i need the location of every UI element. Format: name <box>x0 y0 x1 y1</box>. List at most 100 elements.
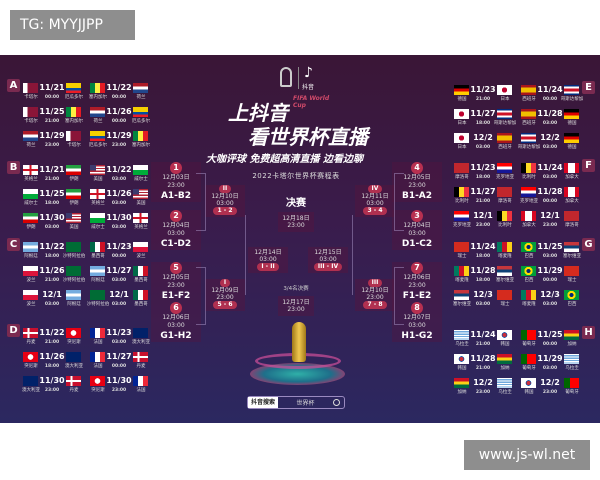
match-time: 03:00 <box>542 302 558 307</box>
match-card[interactable]: 11/27 法国 00:00 丹麦 <box>88 352 150 372</box>
match-card[interactable]: 11/30 突尼斯 23:00 法国 <box>88 376 150 396</box>
match-card[interactable]: 12/3 喀麦隆 03:00 巴西 <box>519 290 581 310</box>
eng-flag-icon <box>133 213 148 223</box>
match-date: 11/29 <box>106 131 132 140</box>
match-card[interactable]: 12/2 日本 03:00 西班牙 <box>452 133 514 153</box>
final-time: 23:00 <box>287 222 305 229</box>
team-name: 法国 <box>93 364 103 369</box>
match-time: 23:00 <box>44 388 60 393</box>
match-date: 11/27 <box>470 187 496 196</box>
match-card[interactable]: 12/2 加纳 23:00 乌拉圭 <box>452 378 514 398</box>
mex-flag-icon <box>133 266 148 276</box>
can-flag-icon <box>564 163 579 173</box>
quarterfinal-label: I <box>219 279 231 287</box>
team-name: 丹麦 <box>26 340 36 345</box>
match-pair: H1-G2 <box>401 331 433 341</box>
match-card[interactable]: 12/2 哥斯达黎加 03:00 德国 <box>518 133 581 153</box>
match-date: 12月04日 <box>403 222 431 229</box>
team-name: 美国 <box>136 201 146 206</box>
jpn-flag-icon <box>454 133 469 143</box>
match-date: 12月15日 <box>314 249 342 256</box>
match-card[interactable]: 11/26 荷兰 00:00 厄瓜多尔 <box>88 107 150 127</box>
match-card[interactable]: 11/22 美国 03:00 威尔士 <box>88 165 150 185</box>
match-card[interactable]: 11/28 喀麦隆 18:00 塞尔维亚 <box>452 266 514 286</box>
match-date: 11/28 <box>537 187 563 196</box>
match-date: 12/1 <box>473 211 493 220</box>
team-name: 德国 <box>457 97 467 102</box>
match-card[interactable]: 11/27 比利时 21:00 摩洛哥 <box>452 187 514 207</box>
match-card[interactable]: 11/26 英格兰 03:00 美国 <box>88 189 150 209</box>
match-date: 11/21 <box>39 83 65 92</box>
match-card[interactable]: 11/29 巴西 00:00 瑞士 <box>519 266 581 286</box>
team-name: 波兰 <box>136 254 146 259</box>
match-date: 11/21 <box>39 165 65 174</box>
world-cup-trophy-icon <box>292 322 306 362</box>
match-card[interactable]: 12/1 波兰 03:00 阿根廷 <box>21 290 83 310</box>
match-card[interactable]: 11/30 威尔士 03:00 英格兰 <box>88 213 150 233</box>
team-name: 摩洛哥 <box>565 223 579 228</box>
match-date: 12月06日 <box>162 314 190 321</box>
match-card[interactable]: 11/23 法国 03:00 澳大利亚 <box>88 328 150 348</box>
match-card[interactable]: 11/23 摩洛哥 18:00 克罗地亚 <box>452 163 514 183</box>
match-card[interactable]: 11/22 丹麦 21:00 突尼斯 <box>21 328 83 348</box>
match-card[interactable]: 11/28 韩国 21:00 加纳 <box>452 354 514 374</box>
match-card[interactable]: 11/28 西班牙 03:00 德国 <box>519 109 581 129</box>
match-pair: I - II <box>257 263 279 271</box>
match-card[interactable]: 11/30 伊朗 03:00 美国 <box>21 213 83 233</box>
third-place-time: 23:00 <box>287 306 305 313</box>
match-card[interactable]: 12/1 沙特阿拉伯 03:00 墨西哥 <box>87 290 150 310</box>
match-card[interactable]: 11/21 卡塔尔 00:00 厄瓜多尔 <box>21 83 83 103</box>
team-name: 哥斯达黎加 <box>493 121 517 126</box>
search-icon[interactable] <box>333 399 340 406</box>
match-card[interactable]: 12/2 韩国 23:00 葡萄牙 <box>519 378 581 398</box>
match-card[interactable]: 11/26 波兰 21:00 沙特阿拉伯 <box>21 266 85 286</box>
team-name: 乌拉圭 <box>498 390 512 395</box>
match-card[interactable]: 11/25 卡塔尔 21:00 塞内加尔 <box>21 107 83 127</box>
match-card[interactable]: 12/1 加拿大 23:00 摩洛哥 <box>519 211 581 231</box>
search-bar[interactable]: 抖音搜索 世界杯 <box>247 396 345 409</box>
tun-flag-icon <box>90 376 105 386</box>
por-flag-icon <box>521 354 536 364</box>
qat-flag-icon <box>23 83 38 93</box>
match-card[interactable]: 11/25 葡萄牙 00:00 加纳 <box>519 330 581 350</box>
match-card[interactable]: 11/29 荷兰 23:00 卡塔尔 <box>21 131 83 151</box>
match-card[interactable]: 11/27 日本 18:00 哥斯达黎加 <box>452 109 516 129</box>
match-card[interactable]: 11/23 德国 21:00 日本 <box>452 85 514 105</box>
match-card[interactable]: 11/26 突尼斯 18:00 澳大利亚 <box>21 352 83 372</box>
team-name: 塞尔维亚 <box>496 278 514 283</box>
match-card[interactable]: 11/24 乌拉圭 21:00 韩国 <box>452 330 514 350</box>
match-date: 12月11日 <box>361 193 389 200</box>
match-card[interactable]: 11/25 威尔士 18:00 伊朗 <box>21 189 83 209</box>
gha-flag-icon <box>497 354 512 364</box>
match-time: 21:00 <box>44 278 60 283</box>
match-time: 03:00 <box>44 302 60 307</box>
match-card[interactable]: 11/24 瑞士 18:00 喀麦隆 <box>452 242 514 262</box>
match-card[interactable]: 12/3 塞尔维亚 03:00 瑞士 <box>452 290 514 310</box>
third-place-date: 12月17日 <box>282 299 310 306</box>
match-time: 21:00 <box>475 97 491 102</box>
match-card[interactable]: 12/1 克罗地亚 23:00 比利时 <box>452 211 514 231</box>
team-name: 塞内加尔 <box>89 95 107 100</box>
match-date: 12月06日 <box>403 274 431 281</box>
match-card[interactable]: 11/22 阿根廷 18:00 沙特阿拉伯 <box>21 242 85 262</box>
match-time: 03:00 <box>542 121 558 126</box>
wal-flag-icon <box>133 165 148 175</box>
qat-flag-icon <box>66 131 81 141</box>
team-name: 突尼斯 <box>91 388 105 393</box>
match-card[interactable]: 11/24 比利时 03:00 加拿大 <box>519 163 581 183</box>
match-card[interactable]: 11/29 葡萄牙 03:00 乌拉圭 <box>519 354 581 374</box>
search-input[interactable]: 世界杯 <box>296 400 315 407</box>
match-card[interactable]: 11/24 西班牙 00:00 哥斯达黎加 <box>519 85 583 105</box>
match-card[interactable]: 11/22 塞内加尔 00:00 荷兰 <box>88 83 150 103</box>
match-date: 12月10日 <box>211 193 239 200</box>
match-card[interactable]: 11/29 厄瓜多尔 23:00 塞内加尔 <box>88 131 150 151</box>
match-card[interactable]: 11/30 澳大利亚 23:00 丹麦 <box>21 376 83 396</box>
match-card[interactable]: 11/21 英格兰 21:00 伊朗 <box>21 165 83 185</box>
match-card[interactable]: 11/27 阿根廷 03:00 墨西哥 <box>88 266 150 286</box>
match-card[interactable]: 11/25 巴西 03:00 塞尔维亚 <box>519 242 581 262</box>
match-card[interactable]: 11/28 克罗地亚 00:00 加拿大 <box>519 187 581 207</box>
match-card[interactable]: 11/23 墨西哥 00:00 波兰 <box>88 242 150 262</box>
world-cup-schedule-poster: ♪ 抖音 FIFA World Cup 上抖音 看世界杯直播 大咖评球 免费超高… <box>0 55 600 423</box>
bra-flag-icon <box>521 242 536 252</box>
match-date: 11/30 <box>106 376 132 385</box>
